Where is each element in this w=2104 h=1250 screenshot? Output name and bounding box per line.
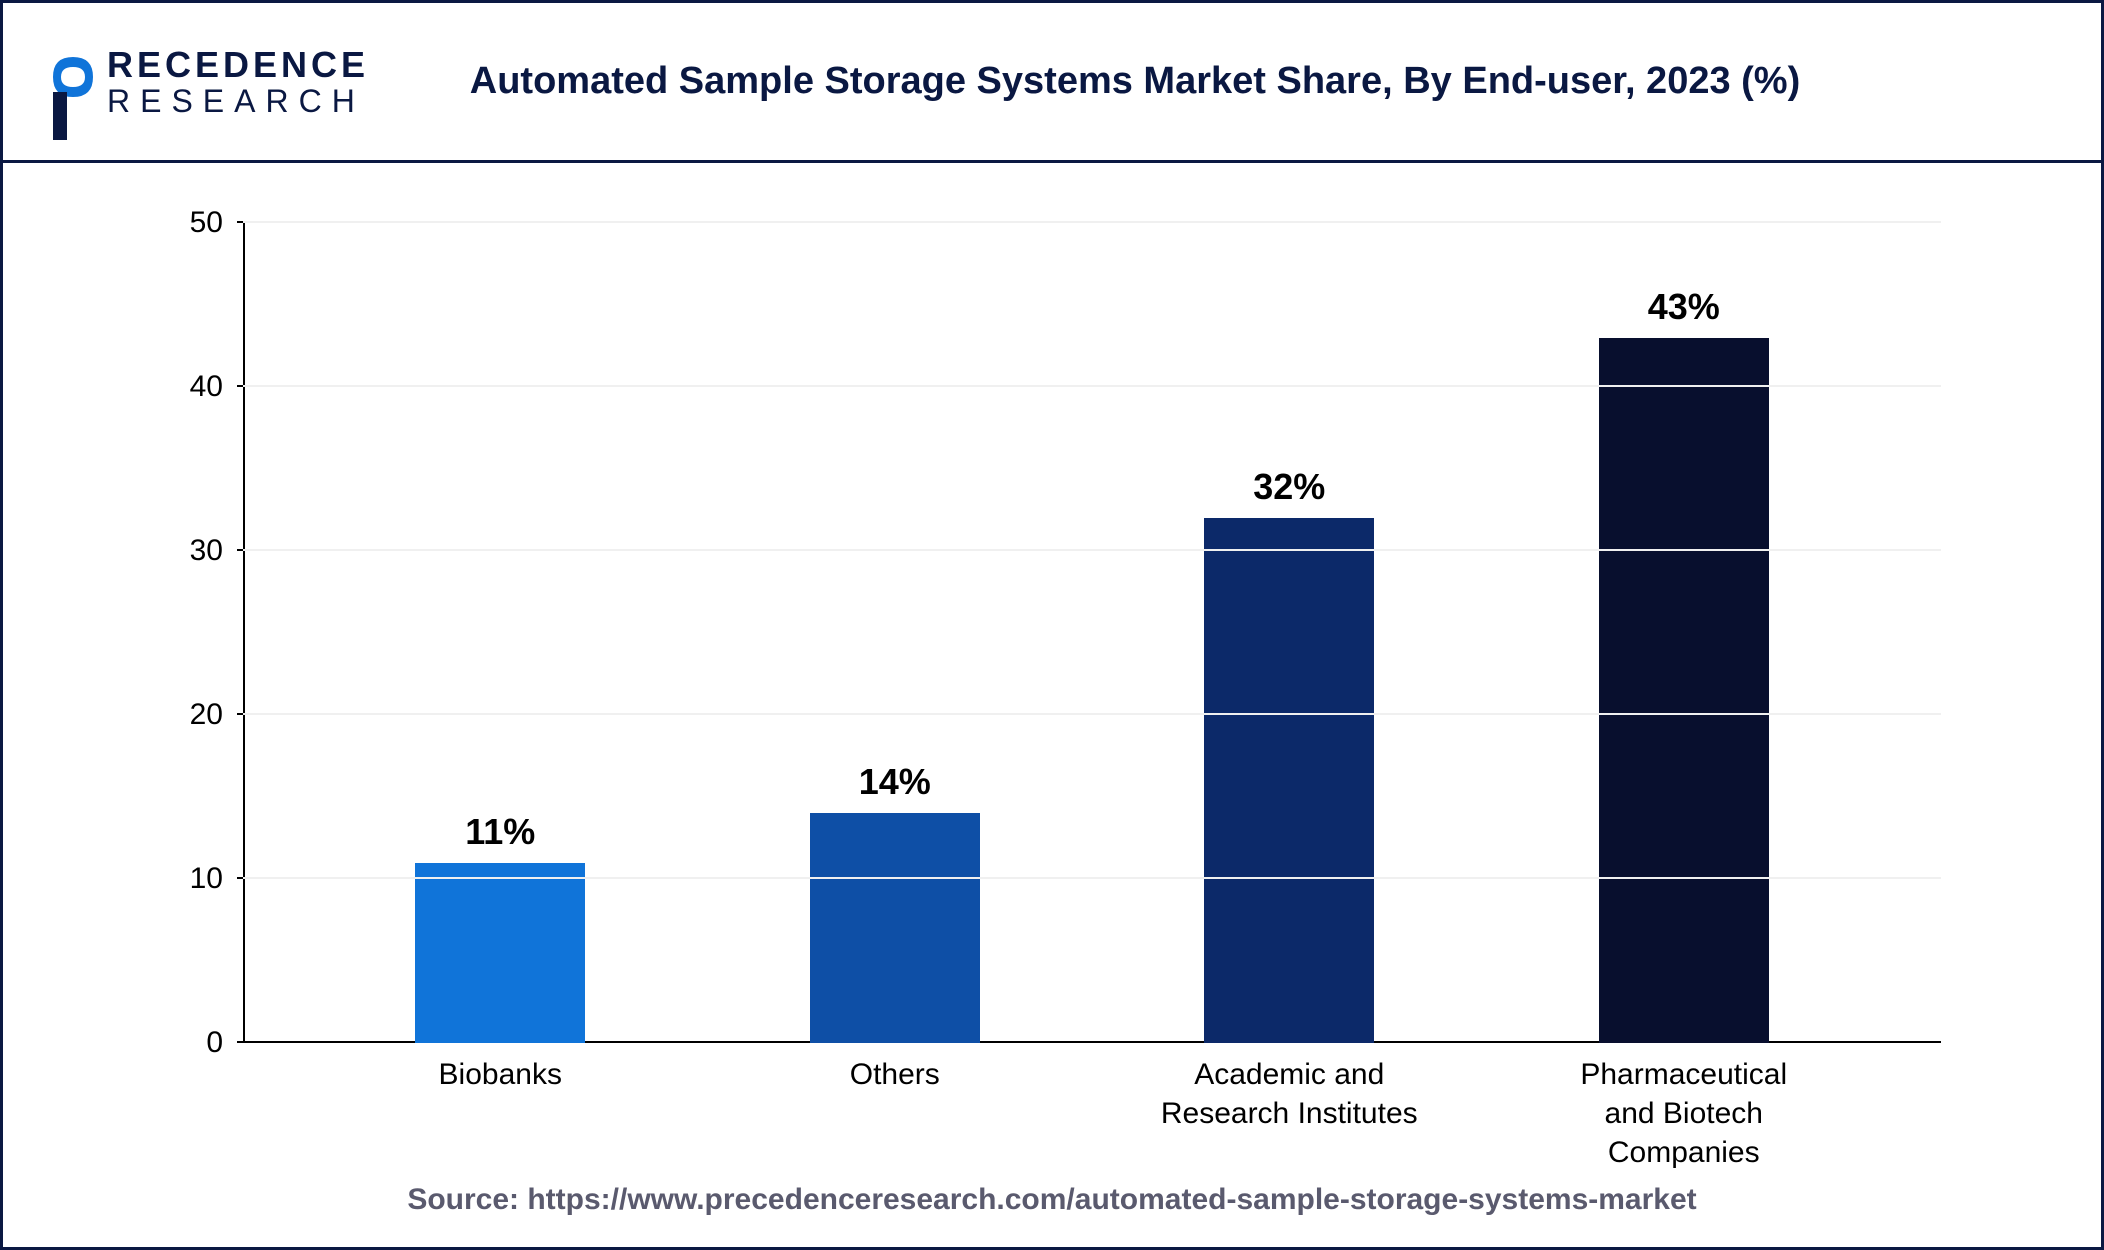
bar-wrap: 43% bbox=[1594, 338, 1774, 1043]
bar bbox=[415, 863, 585, 1043]
logo-brand: RECEDENCE bbox=[107, 47, 369, 83]
bar bbox=[1204, 518, 1374, 1043]
header: RECEDENCE RESEARCH Automated Sample Stor… bbox=[3, 3, 2101, 163]
x-axis-label: Others bbox=[765, 1055, 1025, 1172]
y-tick: 50 bbox=[190, 206, 223, 240]
plot: 01020304050 11%14%32%43% BiobanksOthersA… bbox=[163, 223, 1941, 1043]
y-axis: 01020304050 bbox=[163, 223, 243, 1043]
bar-value-label: 14% bbox=[859, 761, 931, 803]
bar-wrap: 14% bbox=[805, 813, 985, 1043]
bar bbox=[810, 813, 980, 1043]
bar-value-label: 32% bbox=[1253, 466, 1325, 508]
grid-line bbox=[243, 221, 1941, 223]
x-axis-label: Biobanks bbox=[370, 1055, 630, 1172]
grid-line bbox=[243, 713, 1941, 715]
grid-line bbox=[243, 385, 1941, 387]
bar-value-label: 43% bbox=[1648, 286, 1720, 328]
y-tick: 30 bbox=[190, 534, 223, 568]
grid-line bbox=[243, 877, 1941, 879]
y-tick: 20 bbox=[190, 698, 223, 732]
x-axis-label: Academic and Research Institutes bbox=[1159, 1055, 1419, 1172]
logo-icon bbox=[43, 52, 103, 112]
bar-wrap: 32% bbox=[1199, 518, 1379, 1043]
logo-sub: RESEARCH bbox=[107, 85, 369, 117]
source-text: Source: https://www.precedenceresearch.c… bbox=[3, 1173, 2101, 1247]
logo-text: RECEDENCE RESEARCH bbox=[107, 47, 369, 117]
chart-area: 0 10 20 30 40 50 11% 14% 32% 43% Biobanks Others A… bbox=[3, 163, 2101, 1173]
grid-line bbox=[243, 549, 1941, 551]
y-tick: 0 bbox=[206, 1026, 223, 1060]
chart-frame: RECEDENCE RESEARCH Automated Sample Stor… bbox=[0, 0, 2104, 1250]
chart-title: Automated Sample Storage Systems Market … bbox=[469, 60, 2061, 103]
x-axis-label: Pharmaceutical and Biotech Companies bbox=[1554, 1055, 1814, 1172]
bar-value-label: 11% bbox=[465, 811, 535, 853]
x-labels: Biobanks Others Academic and Research Inst… bbox=[243, 1043, 1941, 1172]
bar bbox=[1599, 338, 1769, 1043]
bar-wrap: 11% bbox=[410, 863, 590, 1043]
y-tick: 40 bbox=[190, 370, 223, 404]
bars-container: 11% 14% 32% 43% bbox=[243, 223, 1941, 1043]
y-tick: 10 bbox=[190, 862, 223, 896]
logo: RECEDENCE RESEARCH bbox=[43, 47, 369, 117]
